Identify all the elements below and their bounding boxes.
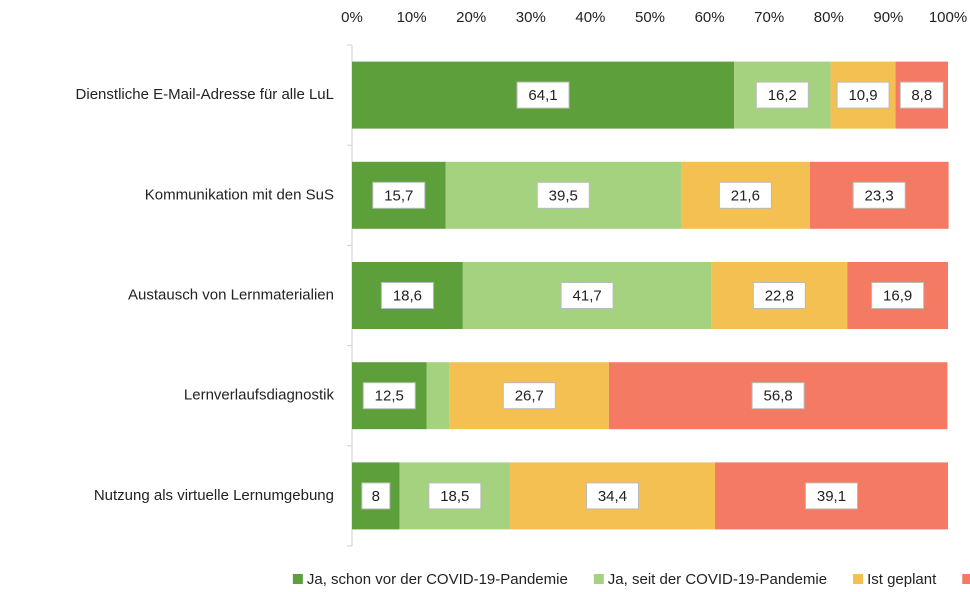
data-label: 12,5: [375, 388, 404, 405]
data-label: 16,9: [883, 287, 912, 304]
data-label: 15,7: [384, 187, 413, 204]
data-label-box: [752, 282, 806, 309]
data-label-box: [362, 382, 416, 410]
data-label-box: [361, 482, 391, 510]
data-label: 16,2: [768, 87, 797, 104]
legend-swatch: [593, 574, 604, 584]
data-label: 41,7: [573, 287, 602, 304]
data-label-box: [899, 81, 944, 109]
data-label: 56,8: [764, 388, 793, 405]
data-label-box: [536, 181, 590, 209]
data-label: 18,6: [393, 287, 422, 304]
legend: Ja, schon vor der COVID-19-Pandemie Ja, s…: [292, 571, 970, 588]
category-label: Kommunikation mit den SuS: [145, 186, 334, 203]
legend-swatch: [292, 574, 303, 584]
data-label: 26,7: [515, 388, 544, 405]
data-label: 39,1: [817, 488, 846, 505]
data-label-box: [372, 181, 426, 209]
x-tick-label: 100%: [929, 9, 967, 26]
x-tick-label: 70%: [754, 9, 784, 26]
x-tick-label: 20%: [456, 9, 486, 26]
data-label: 34,4: [598, 488, 627, 505]
data-label-box: [560, 282, 614, 309]
data-label-box: [380, 282, 434, 309]
legend-label: Ja, schon vor der COVID-19-Pandemie: [307, 571, 568, 588]
data-label-box: [755, 81, 809, 109]
x-tick-label: 40%: [575, 9, 605, 26]
data-label-box: [516, 81, 570, 109]
data-label-box: [751, 382, 805, 410]
x-tick-label: 60%: [695, 9, 725, 26]
legend-label: Ist geplant: [867, 571, 937, 588]
data-label-box: [585, 482, 639, 510]
legend-swatch: [962, 574, 970, 584]
legend-label: Ja, seit der COVID-19-Pandemie: [608, 571, 827, 588]
data-label-box: [852, 181, 906, 209]
data-label-box: [428, 482, 482, 510]
data-label: 64,1: [528, 87, 557, 104]
data-label-box: [502, 382, 556, 410]
data-label: 23,3: [865, 187, 894, 204]
x-tick-label: 0%: [341, 9, 363, 26]
x-tick-label: 50%: [635, 9, 665, 26]
data-label-box: [871, 282, 925, 309]
data-label-box: [718, 181, 772, 209]
data-label: 39,5: [549, 187, 578, 204]
data-label-box: [804, 482, 858, 510]
category-label: Austausch von Lernmaterialien: [128, 286, 334, 303]
x-tick-label: 80%: [814, 9, 844, 26]
x-tick-label: 10%: [397, 9, 427, 26]
data-label: 8,8: [911, 87, 932, 104]
category-label: Dienstliche E-Mail-Adresse für alle LuL: [76, 86, 334, 103]
data-label-box: [836, 81, 890, 109]
category-label: Nutzung als virtuelle Lernumgebung: [94, 487, 334, 504]
x-tick-label: 30%: [516, 9, 546, 26]
data-label: 22,8: [765, 287, 794, 304]
data-label: 21,6: [731, 187, 760, 204]
bar-segment: [426, 362, 450, 430]
data-label: 10,9: [848, 87, 877, 104]
category-label: Lernverlaufsdiagnostik: [184, 387, 335, 404]
x-tick-label: 90%: [873, 9, 903, 26]
data-label: 18,5: [440, 488, 469, 505]
data-label: 8: [372, 488, 380, 505]
legend-swatch: [853, 574, 864, 584]
